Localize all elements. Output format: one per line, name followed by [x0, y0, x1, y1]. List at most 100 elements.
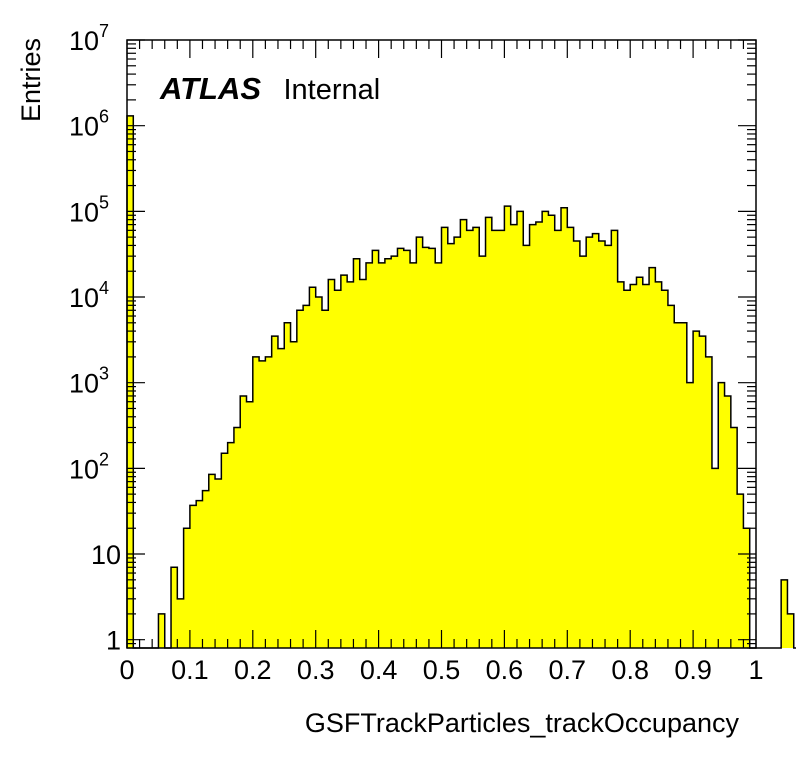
y-axis-title: Entries [16, 38, 46, 122]
histogram-bin [718, 382, 725, 648]
histogram-bin [724, 395, 732, 648]
histogram-bin [623, 290, 631, 648]
x-tick-label: 0 [119, 655, 134, 685]
y-tick-base: 10 [69, 454, 99, 484]
y-tick-exponent: 7 [99, 21, 109, 41]
histogram-bin [189, 505, 197, 648]
histogram-bin [340, 275, 348, 648]
x-tick-label: 0.5 [423, 655, 461, 685]
histogram-bin [391, 256, 398, 648]
y-tick-label: 103 [69, 364, 109, 399]
histogram-bin [554, 230, 562, 648]
y-tick-base: 10 [69, 369, 99, 399]
y-tick-base: 10 [69, 283, 99, 313]
atlas-label-bold: ATLAS [159, 71, 261, 106]
histogram-bin [428, 248, 436, 648]
histogram-bin [649, 267, 656, 648]
histogram-bin [491, 230, 499, 648]
histogram-bin [542, 211, 549, 649]
y-tick-base: 10 [69, 112, 99, 142]
histogram-bin [378, 262, 386, 648]
x-tick-label: 0.1 [171, 655, 209, 685]
histogram-bin [359, 279, 367, 648]
x-tick-label: 0.9 [674, 655, 712, 685]
histogram-bin [127, 115, 134, 649]
axis-ticks [126, 39, 757, 649]
histogram-bin [410, 262, 417, 648]
y-tick-exponent: 6 [99, 107, 109, 127]
histogram-bin [233, 427, 241, 648]
histogram-bin [454, 237, 461, 648]
histogram-bin [573, 241, 581, 649]
histogram-bin [284, 322, 291, 648]
histogram-bin [592, 233, 600, 649]
histogram-bin [548, 215, 556, 648]
histogram-bin [605, 245, 612, 648]
x-tick-label: 0.4 [360, 655, 398, 685]
x-tick-label: 0.8 [611, 655, 649, 685]
histogram-bin [202, 490, 210, 648]
x-tick-labels: 0 0.1 0.2 0.3 0.4 0.5 0.6 0.7 0.8 0.9 1 [119, 655, 763, 685]
histogram-bin [460, 219, 468, 648]
histogram-bin [535, 222, 543, 648]
histogram-bin [611, 230, 619, 648]
histogram-bin [240, 395, 247, 648]
histogram-bin [598, 241, 606, 649]
histogram-bin [347, 281, 354, 648]
histogram-bin [309, 287, 317, 648]
histogram-bin [655, 281, 663, 648]
histogram-bin [680, 322, 688, 648]
y-tick-label: 107 [69, 21, 109, 56]
histogram-bin [636, 277, 644, 648]
histogram-bars [127, 115, 795, 649]
histogram-bin [472, 227, 480, 648]
histogram-bin [334, 290, 342, 648]
histogram-bin [561, 207, 568, 648]
histogram-bin [523, 245, 530, 648]
histogram-bin [416, 237, 424, 648]
histogram-bin [737, 494, 744, 648]
histogram-bin [686, 382, 694, 648]
y-tick-label: 104 [69, 278, 109, 313]
atlas-label-internal: Internal [283, 74, 380, 106]
histogram-bin [422, 247, 430, 648]
histogram-outline [126, 115, 796, 649]
y-tick-label: 105 [69, 192, 109, 227]
histogram-bin [397, 248, 405, 648]
histogram-bin [567, 227, 574, 648]
histogram-bin [441, 227, 449, 648]
histogram-bin [265, 356, 273, 648]
histogram-bin [252, 356, 260, 648]
histogram-bin [246, 401, 254, 648]
histogram-bin [529, 224, 537, 648]
histogram-bin [315, 297, 323, 648]
histogram-bin [510, 224, 518, 648]
histogram-bin [384, 258, 392, 648]
histogram-bin [372, 250, 379, 649]
histogram-bin [259, 360, 266, 648]
histogram-bin [787, 613, 795, 648]
histogram-bin [693, 331, 700, 648]
y-tick-base: 10 [69, 197, 99, 227]
histogram-bin [435, 262, 442, 648]
x-axis-title: GSFTrackParticles_trackOccupancy [305, 708, 740, 738]
histogram-bin [699, 336, 707, 648]
y-tick-label: 102 [69, 449, 109, 484]
histogram-bin [303, 305, 310, 648]
histogram-bin [290, 341, 298, 648]
y-tick-exponent: 5 [99, 192, 109, 212]
histogram-bin [277, 348, 285, 648]
histogram-bin [328, 279, 335, 648]
histogram-bin [667, 305, 675, 648]
histogram-bin [730, 427, 738, 648]
histogram-bin [353, 258, 361, 648]
histogram-bin [177, 598, 185, 648]
y-tick-exponent: 2 [99, 449, 109, 469]
histogram-bin [366, 262, 373, 648]
histogram-bin [196, 500, 203, 648]
y-tick-label: 10 [91, 540, 121, 570]
histogram-bin [642, 284, 650, 648]
histogram-bin [705, 356, 713, 648]
